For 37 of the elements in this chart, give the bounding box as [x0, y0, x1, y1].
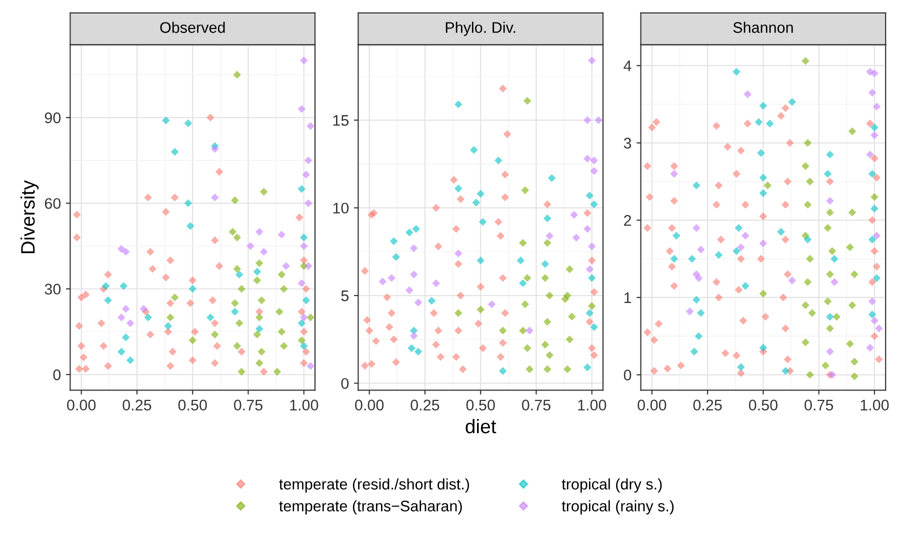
x-tick-label: 0.75	[804, 400, 834, 410]
y-tick-label: 0	[341, 378, 349, 389]
legend-label: temperate (resid./short dist.)	[279, 478, 470, 493]
x-tick-label: 1.00	[860, 400, 889, 410]
x-tick-label: 1.00	[578, 400, 606, 410]
y-tick-label: 30	[44, 284, 61, 295]
chart-title: Phylo. Div.	[446, 22, 516, 36]
y-tick-label: 0	[624, 370, 632, 380]
y-tick-label: 90	[44, 112, 61, 124]
x-tick-label: 0.75	[522, 400, 550, 410]
x-tick-label: 0.50	[466, 400, 495, 410]
x-tick-label: 0.75	[234, 400, 262, 410]
chart-title: Shannon	[733, 22, 793, 33]
legend-label: temperate (trans−Saharan)	[279, 500, 462, 514]
y-tick-label: 0	[53, 369, 61, 380]
chart-title: Observed	[160, 22, 225, 33]
x-axis-title: diet	[466, 419, 496, 434]
x-tick-label: 0.50	[178, 400, 207, 410]
x-tick-label: 0.25	[693, 400, 722, 410]
y-tick-label: 3	[624, 138, 632, 149]
y-tick-label: 1	[624, 292, 632, 304]
y-axis-title: Diversity	[20, 180, 39, 254]
y-tick-label: 15	[333, 115, 349, 126]
x-tick-label: 1.00	[290, 400, 318, 410]
legend-label: tropical (dry s.)	[562, 478, 662, 493]
x-tick-label: 0.25	[410, 400, 440, 410]
x-tick-label: 0.00	[355, 400, 384, 410]
x-tick-label: 0.25	[122, 400, 152, 410]
y-tick-label: 10	[333, 202, 349, 214]
y-tick-label: 60	[44, 198, 61, 209]
y-tick-label: 4	[624, 60, 632, 72]
x-tick-label: 0.50	[748, 400, 778, 410]
y-tick-label: 5	[341, 290, 349, 302]
legend-label: tropical (rainy s.)	[562, 500, 674, 514]
y-tick-label: 2	[624, 215, 632, 226]
x-tick-label: 0.00	[638, 400, 666, 410]
x-tick-label: 0.00	[67, 400, 96, 410]
